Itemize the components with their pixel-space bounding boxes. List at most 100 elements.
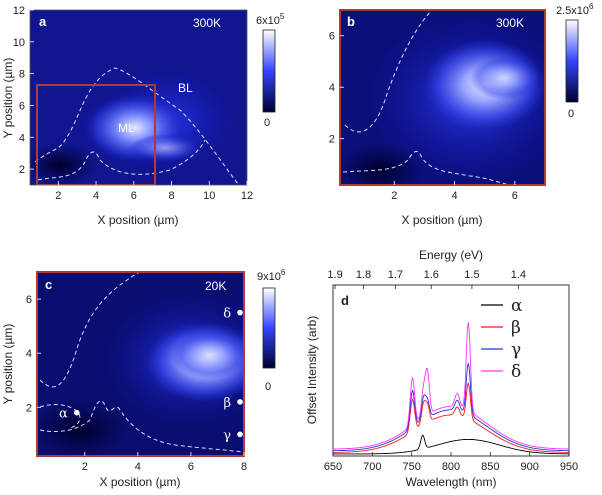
panel-b-brightest-core <box>470 56 540 100</box>
panel-a-ytick-label: 8 <box>19 69 25 81</box>
panel-d-top-tick-label: 1.8 <box>356 269 371 281</box>
panel-a-dark-region <box>30 143 100 185</box>
panel-d-top-tick-label: 1.5 <box>464 269 479 281</box>
panel-c-point-4 <box>237 309 243 316</box>
panel-d-xtick-label: 950 <box>560 461 578 473</box>
panel-a-zoom-box <box>36 84 156 185</box>
panel-a-xtick-label: 2 <box>55 190 61 202</box>
panel-d-series-3 <box>333 363 569 452</box>
panel-d-legend-label: β <box>511 318 521 338</box>
panel-c: c 20K α β γ δ 2 4 6 8 2 4 6 X position (µm) Y pos… <box>1 268 286 489</box>
panel-b-dark-region <box>340 142 425 185</box>
panel-a-boundary-ml <box>37 139 206 181</box>
panel-a-ytick-label: 10 <box>13 37 25 49</box>
panel-c-point-label: γ <box>223 428 231 443</box>
panel-b-map <box>340 10 545 185</box>
panel-d-xtick-label: 800 <box>442 461 460 473</box>
panel-a-colorbar-max: 6x105 <box>256 12 285 27</box>
panel-a-xtick-label: 12 <box>241 190 253 202</box>
panel-d-ylabel: Offset Intensity (arb) <box>305 316 319 425</box>
panel-c-colorbar <box>262 287 276 369</box>
panel-a-ticks: 2 4 6 8 10 12 2 4 6 8 10 12 <box>13 5 253 202</box>
panel-a-frame <box>29 9 248 186</box>
panel-b-xtick-label: 4 <box>451 190 457 202</box>
panel-b-boundary-ml <box>342 151 512 185</box>
panel-b-temperature: 300K <box>496 16 524 30</box>
panel-d-xtick-label: 900 <box>520 461 538 473</box>
panel-c-xtick-label: 6 <box>188 461 194 473</box>
panel-c-frame <box>36 271 245 457</box>
panel-b-ytick-label: 2 <box>329 134 335 146</box>
panel-c-ytick-label: 2 <box>26 402 32 414</box>
panel-a-ytick-label: 4 <box>19 132 25 144</box>
panel-d-xtick-label: 750 <box>402 461 420 473</box>
panel-a-xtick-label: 4 <box>93 190 99 202</box>
panel-d-xtick-label: 700 <box>363 461 381 473</box>
panel-d-legend-label: γ <box>511 340 521 360</box>
panel-b-frame <box>339 9 546 186</box>
panel-b-ticks: 2 4 6 2 4 6 <box>329 31 518 202</box>
panel-a-ytick-label: 6 <box>19 100 25 112</box>
panel-d-letter: d <box>341 293 349 308</box>
panel-a: a 300K ML BL 2 4 6 8 10 12 2 4 6 8 10 12 X position… <box>1 5 285 227</box>
panel-c-map <box>37 272 244 456</box>
panel-d-top-tick-label: 1.9 <box>327 269 342 281</box>
panel-d: d 650 700 750 800 850 900 950 1.9 1.8 1.7 1.6 1.5 1.… <box>305 248 578 489</box>
panel-d-top-tick-label: 1.7 <box>388 269 403 281</box>
panel-a-xlabel: X position (µm) <box>98 213 179 227</box>
panel-b: b 300K 2 4 6 2 4 6 X position (µm) 2.5x106 0 <box>329 2 594 227</box>
panel-c-point-3 <box>237 431 243 438</box>
panel-a-letter: a <box>39 14 47 29</box>
panel-a-bl-label: BL <box>178 81 193 95</box>
panel-c-xtick-label: 2 <box>82 461 88 473</box>
panel-b-boundary-bl <box>344 11 431 133</box>
panel-a-xtick-label: 8 <box>168 190 174 202</box>
panel-d-legend-label: α <box>511 296 523 316</box>
panel-c-ytick-label: 4 <box>26 348 32 360</box>
panel-c-xtick-label: 8 <box>241 461 247 473</box>
panel-a-xtick-label: 10 <box>203 190 215 202</box>
panel-b-ytick-label: 6 <box>329 31 335 43</box>
panel-c-colorbar-min: 0 <box>265 381 271 393</box>
panel-a-temperature: 300K <box>193 16 221 30</box>
panel-c-boundary-ml <box>39 400 244 453</box>
panel-c-letter: c <box>45 277 52 292</box>
panel-a-boundary-bl <box>34 67 239 185</box>
panel-c-temperature: 20K <box>205 279 226 293</box>
panel-a-colorbar-min: 0 <box>264 117 270 129</box>
panel-a-ml-label: ML <box>118 121 135 135</box>
panel-c-colorbar-max: 9x106 <box>257 268 286 283</box>
panel-b-xlabel: X position (µm) <box>402 213 483 227</box>
panel-d-top-xlabel: Energy (eV) <box>419 248 483 262</box>
panel-d-series-2 <box>333 381 569 453</box>
panel-c-boundary-bl <box>39 272 141 388</box>
panel-b-colorbar-max: 2.5x106 <box>556 2 594 17</box>
panel-b-xtick-label: 6 <box>512 190 518 202</box>
panel-c-point-1 <box>74 409 80 416</box>
panel-b-ytick-label: 4 <box>329 82 335 94</box>
panel-d-xtick-label: 650 <box>324 461 342 473</box>
panel-a-ytick-label: 12 <box>13 5 25 17</box>
panel-a-colorbar <box>262 29 276 113</box>
panel-c-xlabel: X position (µm) <box>100 475 181 489</box>
panel-c-point-label: δ <box>223 307 231 322</box>
panel-c-point-label: α <box>59 407 68 422</box>
panel-a-map <box>30 10 247 185</box>
panel-a-monolayer-stripe <box>129 134 201 162</box>
panel-a-xtick-label: 6 <box>131 190 137 202</box>
panel-b-xtick-label: 2 <box>391 190 397 202</box>
panel-c-ytick-label: 6 <box>26 294 32 306</box>
panel-a-ylabel: Y position (µm) <box>1 58 15 139</box>
panel-d-ticks: 650 700 750 800 850 900 950 1.9 1.8 1.7 1.6 1.5 1.4 <box>324 269 578 473</box>
panel-c-dark-region <box>37 400 130 456</box>
panel-d-frame <box>332 284 570 457</box>
panel-d-series-4 <box>333 322 569 450</box>
panel-c-brightest-core <box>172 331 244 379</box>
panel-a-ytick-label: 2 <box>19 164 25 176</box>
panel-c-points: α β γ δ <box>59 307 243 443</box>
panel-c-xtick-label: 4 <box>135 461 141 473</box>
panel-c-ticks: 2 4 6 8 2 4 6 <box>26 294 247 473</box>
panel-b-colorbar <box>565 19 579 103</box>
